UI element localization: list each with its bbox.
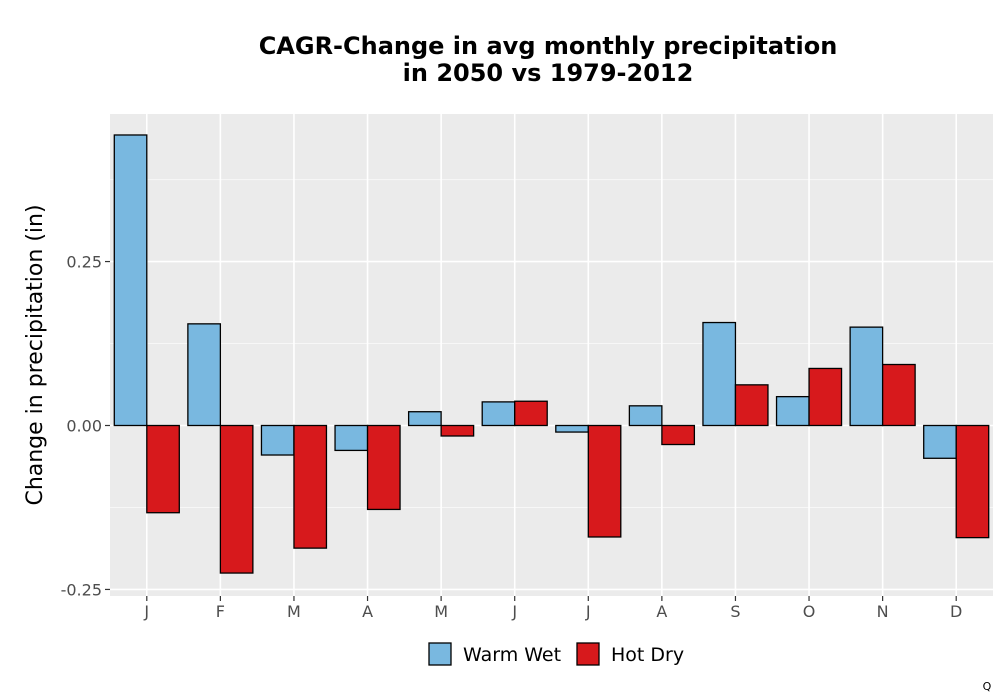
legend-label: Warm Wet: [463, 644, 561, 666]
x-tick-label: J: [511, 602, 517, 621]
bar-warm-wet-11: [923, 424, 957, 459]
legend-item-warm-wet: Warm Wet: [428, 642, 561, 666]
bar-hot-dry-10: [881, 363, 916, 427]
bar-hot-dry-1: [219, 424, 254, 574]
x-tick-label: M: [287, 602, 301, 621]
bar-hot-dry-7: [661, 424, 696, 446]
x-tick-label: S: [730, 602, 740, 621]
bar-hot-dry-0: [146, 424, 180, 514]
x-tick-label: A: [656, 602, 667, 621]
bar-warm-wet-5: [481, 401, 516, 427]
chart-title-line-2: in 2050 vs 1979-2012: [403, 59, 694, 87]
bar-hot-dry-2: [293, 424, 328, 549]
bar-warm-wet-10: [849, 326, 884, 427]
y-axis-ticks: -0.25 0.00 0.25: [61, 253, 110, 599]
y-axis-title: Change in precipitation (in): [23, 204, 48, 505]
y-tick-label: -0.25: [61, 580, 102, 599]
legend: Warm Wet Hot Dry: [428, 642, 684, 666]
bar-warm-wet-0: [113, 134, 148, 427]
bar-warm-wet-4: [407, 411, 442, 427]
bar-hot-dry-8: [734, 384, 769, 427]
bar-warm-wet-6: [555, 424, 589, 433]
y-tick-label: 0.25: [66, 253, 102, 272]
plot-panel: [110, 114, 993, 596]
y-tick-label: 0.00: [66, 416, 102, 435]
chart-title-line-1: CAGR-Change in avg monthly precipitation: [259, 32, 838, 60]
legend-swatch: [428, 642, 452, 666]
grid-minor: [110, 179, 993, 508]
legend-label: Hot Dry: [611, 644, 684, 666]
x-tick-label: F: [216, 602, 225, 621]
bar-hot-dry-3: [366, 424, 401, 511]
x-tick-label: J: [585, 602, 591, 621]
bar-warm-wet-7: [628, 405, 663, 427]
x-tick-label: J: [143, 602, 149, 621]
x-tick-label: D: [950, 602, 962, 621]
chart-title: CAGR-Change in avg monthly precipitation…: [259, 32, 838, 87]
bar-hot-dry-11: [955, 424, 990, 539]
x-tick-label: N: [877, 602, 889, 621]
bar-hot-dry-5: [514, 400, 548, 427]
bar-hot-dry-6: [587, 424, 622, 538]
x-tick-label: A: [362, 602, 373, 621]
bar-hot-dry-9: [808, 367, 843, 427]
legend-item-hot-dry: Hot Dry: [576, 642, 684, 666]
bar-hot-dry-4: [440, 424, 475, 437]
bar-warm-wet-3: [334, 424, 369, 452]
bars: [113, 134, 990, 574]
bar-warm-wet-8: [702, 321, 737, 427]
bar-warm-wet-1: [187, 323, 222, 427]
corner-mark: Q: [983, 680, 992, 693]
x-tick-label: O: [803, 602, 816, 621]
legend-swatch: [576, 642, 600, 666]
bar-warm-wet-2: [260, 424, 295, 456]
bar-warm-wet-9: [775, 395, 810, 427]
x-tick-label: M: [434, 602, 448, 621]
